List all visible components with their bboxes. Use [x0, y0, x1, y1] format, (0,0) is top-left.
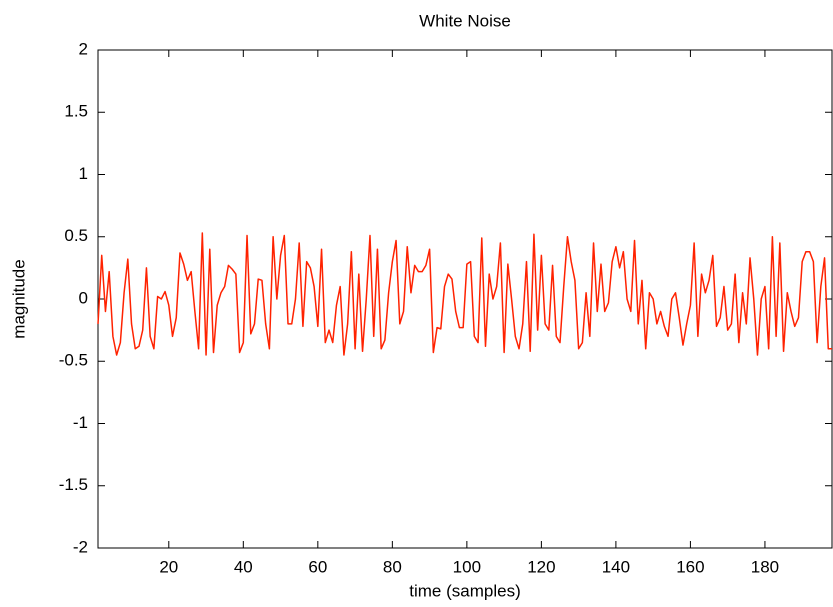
y-tick-label: 2 — [79, 39, 88, 58]
y-tick-label: 1 — [79, 164, 88, 183]
y-tick-label: -1 — [73, 413, 88, 432]
x-tick-label: 140 — [602, 557, 630, 576]
x-tick-label: 180 — [751, 557, 779, 576]
x-tick-label: 120 — [527, 557, 555, 576]
y-tick-label: -0.5 — [59, 351, 88, 370]
x-tick-label: 100 — [453, 557, 481, 576]
chart-title: White Noise — [419, 11, 511, 30]
y-tick-label: 1.5 — [64, 102, 88, 121]
data-line — [97, 232, 832, 356]
y-tick-label: 0 — [79, 288, 88, 307]
y-tick-label: 0.5 — [64, 226, 88, 245]
x-tick-label: 80 — [383, 557, 402, 576]
x-tick-label: 160 — [676, 557, 704, 576]
y-axis-label: magnitude — [9, 259, 28, 338]
x-tick-label: 20 — [159, 557, 178, 576]
x-axis-label: time (samples) — [409, 581, 520, 600]
y-tick-label: -2 — [73, 537, 88, 556]
x-tick-label: 60 — [308, 557, 327, 576]
y-tick-label: -1.5 — [59, 475, 88, 494]
x-tick-label: 40 — [234, 557, 253, 576]
